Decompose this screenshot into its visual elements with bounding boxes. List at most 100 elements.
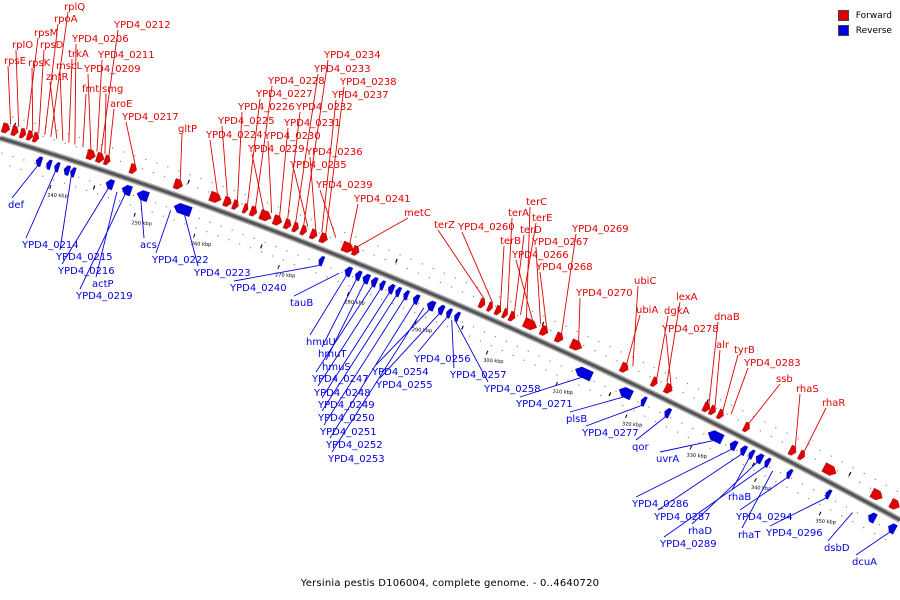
guide-dot — [720, 399, 722, 401]
map-caption: Yersinia pestis D106004, complete genome… — [300, 578, 600, 589]
guide-dot — [100, 144, 103, 146]
gene-label: YPD4_0248 — [313, 388, 371, 399]
forward-gene — [821, 462, 837, 476]
feature-mark — [461, 325, 464, 330]
forward-gene — [869, 487, 883, 501]
leader-line — [293, 169, 309, 227]
guide-dot — [753, 415, 755, 417]
gene-label: rhaD — [688, 526, 712, 537]
guide-dot — [12, 116, 14, 118]
tick-mark — [689, 445, 693, 450]
guide-dot — [53, 139, 55, 141]
gene-label: smg — [102, 84, 123, 95]
gene-label: zntR — [46, 72, 69, 83]
guide-dot — [119, 160, 122, 163]
leader-line — [247, 98, 261, 205]
forward-gene — [568, 338, 583, 351]
guide-dot — [329, 236, 331, 239]
reverse-gene — [755, 453, 765, 465]
guide-dot — [432, 267, 434, 270]
gene-arrows — [0, 122, 900, 535]
gene-label: rpsE — [4, 56, 26, 67]
gene-label: lexA — [676, 292, 698, 303]
guide-dot — [858, 481, 861, 483]
guide-dot — [250, 247, 252, 249]
guide-dot — [512, 354, 514, 356]
guide-dot — [644, 415, 646, 417]
guide-dot — [275, 246, 277, 248]
leader-line — [827, 512, 853, 542]
gene-label: terD — [520, 225, 542, 236]
guide-dot — [53, 179, 55, 181]
guide-dot — [206, 231, 208, 233]
guide-dot — [198, 217, 200, 219]
leader-line — [49, 81, 58, 139]
leader-line — [379, 313, 440, 379]
guide-dot — [308, 258, 310, 260]
guide-dot — [304, 268, 306, 270]
tick-label: 260 kbp — [191, 241, 212, 248]
leader-line — [663, 466, 765, 538]
guide-dot — [786, 432, 788, 434]
reverse-gene — [370, 276, 379, 288]
guide-dot — [836, 470, 839, 472]
guide-dot — [797, 438, 799, 440]
tick-label: 290 kbp — [412, 327, 433, 334]
guide-dot — [830, 455, 832, 457]
leader-line — [748, 383, 781, 424]
guide-dot — [443, 272, 445, 274]
guide-dot — [779, 472, 782, 474]
gene-label: YPD4_0227 — [255, 89, 313, 100]
feature-mark — [751, 462, 755, 467]
forward-gene — [282, 218, 292, 230]
tick-mark — [485, 350, 489, 355]
guide-dot — [565, 325, 567, 328]
leader-line — [569, 396, 624, 413]
guide-dot — [764, 475, 766, 477]
reverse-gene — [707, 430, 725, 445]
reverse-gene — [63, 165, 72, 177]
forward-gene — [796, 449, 805, 461]
tick-label: 240 kbp — [47, 193, 68, 200]
guide-dot — [9, 165, 11, 167]
guide-dot — [775, 426, 777, 429]
guide-dot — [348, 285, 350, 287]
guide-dot — [523, 359, 525, 361]
gene-label: rpsM — [34, 28, 58, 39]
guide-dot — [633, 410, 635, 412]
guide-dot — [505, 340, 507, 342]
gene-label: YPD4_0233 — [313, 64, 371, 75]
reverse-gene — [786, 468, 794, 480]
gene-label: YPD4_0211 — [97, 50, 155, 61]
leader-line — [794, 393, 801, 447]
guide-dot — [510, 301, 512, 303]
leader-line — [739, 477, 787, 511]
guide-dot — [277, 206, 280, 208]
leader-line — [209, 139, 218, 194]
guide-dot — [67, 133, 69, 135]
gene-label: YPD4_0226 — [237, 102, 295, 113]
guide-dot — [479, 340, 481, 342]
guide-dot — [417, 272, 419, 274]
leader-line — [255, 85, 273, 207]
forward-gene — [649, 376, 658, 388]
guide-dot — [725, 444, 727, 446]
guide-dot — [20, 168, 22, 171]
reverse-gene — [121, 184, 134, 197]
guide-dot — [220, 225, 222, 227]
forward-gene — [241, 202, 249, 214]
forward-gene — [102, 154, 111, 166]
leader-line — [855, 532, 890, 556]
leader-line — [323, 299, 405, 426]
tick-label: 350 kbp — [815, 518, 836, 525]
guide-dot — [333, 227, 335, 229]
guide-dot — [814, 458, 817, 460]
guide-dot — [852, 467, 854, 469]
leader-line — [461, 231, 493, 303]
reverse-gene — [362, 273, 372, 285]
feature-mark — [260, 244, 263, 249]
guide-dot — [867, 518, 869, 520]
guide-dot — [399, 254, 401, 256]
leader-line — [287, 111, 301, 220]
